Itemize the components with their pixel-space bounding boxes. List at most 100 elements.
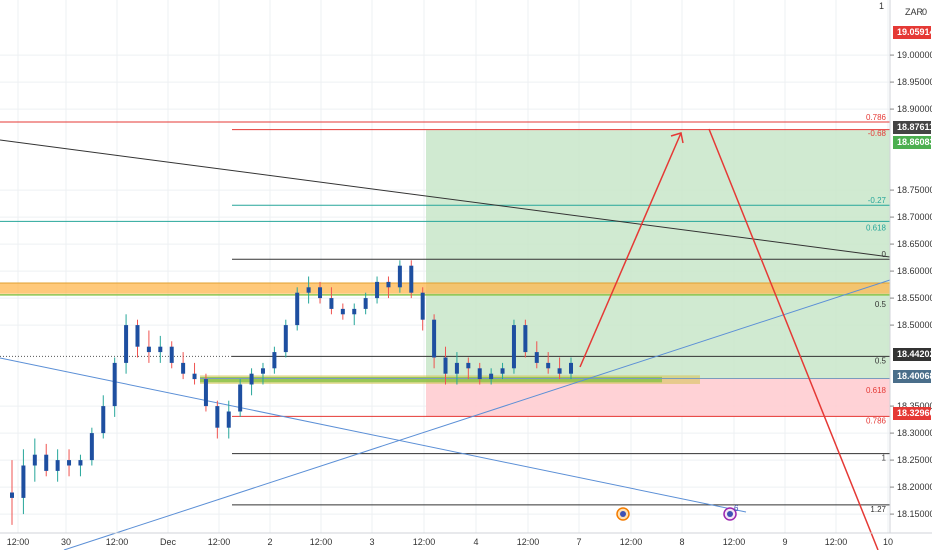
- candle-body: [158, 346, 163, 353]
- price-tick-label: 18.55000: [897, 293, 932, 303]
- candle-body: [203, 379, 208, 407]
- candle-body: [318, 287, 323, 299]
- symbol-label: ZAR: [905, 7, 924, 17]
- time-tick-label: 10: [883, 537, 893, 547]
- price-tag-label: 18.44202: [897, 349, 932, 359]
- time-tick-label: 12:00: [620, 537, 643, 547]
- time-tick-label: 3: [369, 537, 374, 547]
- candle-body: [329, 298, 334, 309]
- candle-body: [295, 292, 300, 326]
- candle-body: [454, 362, 459, 374]
- descending-trendline: [0, 139, 891, 258]
- time-tick-label: 12:00: [825, 537, 848, 547]
- candle-body: [352, 308, 357, 315]
- loss-zone: [426, 378, 890, 417]
- time-tick-label: 12:00: [517, 537, 540, 547]
- price-tag: [893, 26, 931, 39]
- candle-body: [386, 281, 391, 288]
- candle-body: [477, 368, 482, 380]
- price-tick-label: 18.90000: [897, 104, 932, 114]
- candle-body: [489, 373, 494, 380]
- candle-body: [466, 362, 471, 369]
- price-axis: [890, 0, 932, 550]
- axis-top-marker-right: 0: [922, 7, 927, 17]
- price-tick-label: 18.50000: [897, 320, 932, 330]
- price-tag: [893, 121, 931, 134]
- candle-body: [78, 460, 83, 466]
- candle-body: [500, 368, 505, 374]
- price-tick-label: 18.35000: [897, 401, 932, 411]
- candle-body: [249, 373, 254, 385]
- candle-body: [432, 319, 437, 358]
- candle-body: [169, 346, 174, 363]
- time-tick-label: 7: [576, 537, 581, 547]
- price-tag-label: 18.87611: [897, 122, 932, 132]
- candle-body: [146, 346, 151, 353]
- price-tag-label: 18.86083: [897, 137, 932, 147]
- candle-body: [569, 362, 573, 374]
- candle-body: [112, 362, 117, 407]
- time-tick-label: 12:00: [106, 537, 129, 547]
- candle-body: [340, 308, 345, 315]
- candle-body: [306, 287, 311, 293]
- fib-label: 0.5: [875, 300, 887, 309]
- candle-body: [546, 362, 551, 369]
- time-tick-label: 9: [782, 537, 787, 547]
- candle-body: [420, 292, 425, 320]
- candle-body: [511, 325, 516, 369]
- fib-label: 1: [882, 454, 887, 463]
- price-tag-label: 18.32960: [897, 408, 932, 418]
- fib-label: 0.786: [866, 113, 887, 122]
- price-tag-label: 18.40068: [897, 371, 932, 381]
- price-tag: [893, 136, 931, 149]
- candle-body: [557, 368, 562, 374]
- time-tick-label: 12:00: [7, 537, 30, 547]
- axis-top-marker: 1: [879, 1, 884, 11]
- time-tick-label: 12:00: [723, 537, 746, 547]
- price-tag: [893, 407, 931, 420]
- fib-label: 0.618: [866, 223, 887, 232]
- price-tick-label: 18.95000: [897, 77, 932, 87]
- fib-label: 0: [882, 250, 887, 259]
- candle-body: [10, 492, 14, 498]
- fib-label: -0.27: [868, 196, 887, 205]
- candle-body: [443, 357, 448, 374]
- time-tick-label: 12:00: [208, 537, 231, 547]
- candle-body: [89, 433, 94, 461]
- candle-body: [192, 373, 197, 380]
- price-tick-label: 18.20000: [897, 482, 932, 492]
- candle-body: [55, 460, 60, 471]
- candle-body: [135, 325, 140, 347]
- candle-body: [260, 368, 265, 374]
- fib-label: 1.27: [870, 505, 886, 514]
- price-tick-label: 18.30000: [897, 428, 932, 438]
- resistance-band: [0, 282, 890, 294]
- projection-up-line: [579, 132, 682, 368]
- price-tick-label: 18.60000: [897, 266, 932, 276]
- projection-up-arrowhead: [670, 132, 684, 144]
- candle-body: [238, 384, 243, 412]
- time-tick-label: 12:00: [413, 537, 436, 547]
- event-marker-count: 6: [734, 504, 739, 513]
- price-tag: [893, 370, 931, 383]
- time-tick-label: 4: [473, 537, 478, 547]
- event-marker-dot: [727, 511, 733, 517]
- time-tick-label: 2: [267, 537, 272, 547]
- candle-body: [101, 406, 106, 434]
- time-tick-label: Dec: [160, 537, 177, 547]
- price-tick-label: 19.00000: [897, 50, 932, 60]
- candle-body: [32, 454, 37, 466]
- candle-body: [272, 352, 277, 369]
- time-tick-label: 30: [61, 537, 71, 547]
- price-tick-label: 18.15000: [897, 509, 932, 519]
- price-tick-label: 18.75000: [897, 185, 932, 195]
- candle-body: [283, 325, 288, 353]
- support-band: [200, 376, 662, 383]
- candle-body: [534, 352, 539, 363]
- candle-body: [124, 325, 129, 363]
- price-tag-label: 19.05914: [897, 27, 932, 37]
- candle-body: [409, 265, 414, 293]
- candle-body: [215, 406, 220, 428]
